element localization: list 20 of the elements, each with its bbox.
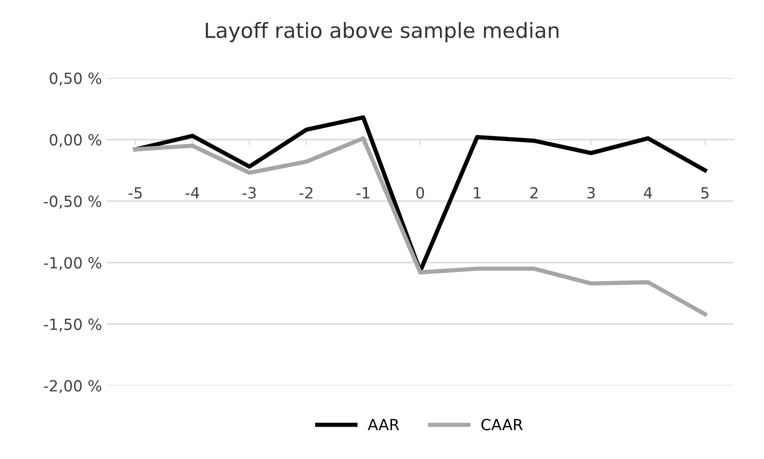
chart-title: Layoff ratio above sample median xyxy=(206,22,558,42)
x-tick-label: -1 xyxy=(356,187,370,198)
y-tick-label: 0,50 % xyxy=(50,72,102,86)
legend-label: AAR xyxy=(368,419,400,430)
y-tick-label: 0,00 % xyxy=(50,134,102,148)
y-tick-label: -1,50 % xyxy=(44,318,102,332)
x-tick-label: -2 xyxy=(299,187,312,198)
x-tick-label: 0 xyxy=(416,187,424,199)
legend-label: CAAR xyxy=(481,418,523,430)
x-tick-label: 1 xyxy=(474,187,481,198)
x-tick-label: -4 xyxy=(186,187,200,198)
y-tick-label: -1,00 % xyxy=(44,257,102,270)
x-tick-label: -5 xyxy=(128,187,142,199)
x-tick-label: -3 xyxy=(242,187,256,199)
x-tick-label: 4 xyxy=(644,187,652,198)
y-tick-label: -2,00 % xyxy=(44,380,102,394)
y-tick-label: -0,50 % xyxy=(44,196,102,209)
x-tick-label: 3 xyxy=(587,187,595,199)
x-tick-label: 2 xyxy=(530,187,538,198)
x-tick-label: 5 xyxy=(701,187,708,199)
